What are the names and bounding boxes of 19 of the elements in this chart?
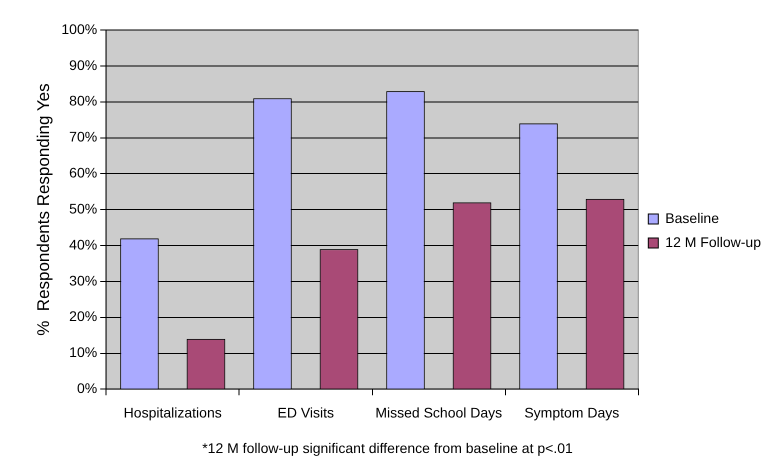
legend-label: Baseline — [665, 210, 720, 226]
y-tick-label: 20% — [69, 308, 98, 324]
y-axis-title: % Respondents Responding Yes — [34, 83, 53, 336]
y-tick-label: 100% — [61, 20, 98, 37]
legend-label: 12 M Follow-up — [665, 234, 762, 250]
y-tick-label: 10% — [69, 344, 98, 360]
x-tick-label: Hospitalizations — [124, 404, 222, 420]
x-tick-label: ED Visits — [277, 404, 334, 420]
y-tick-label: 90% — [69, 56, 98, 73]
text: *12 M follow-up significant difference from baseline at p<.01 — [201, 440, 574, 456]
y-tick-label: 60% — [69, 164, 98, 181]
x-tick-label: Missed School Days — [375, 404, 502, 420]
y-tick-label: 70% — [69, 128, 98, 145]
y-tick-label: 0% — [76, 380, 98, 396]
y-tick-label: 30% — [69, 272, 98, 288]
x-tick-label: Symptom Days — [524, 404, 620, 420]
y-tick-label: 40% — [69, 236, 98, 252]
y-tick-label: 80% — [69, 92, 98, 109]
y-tick-label: 50% — [69, 200, 98, 216]
